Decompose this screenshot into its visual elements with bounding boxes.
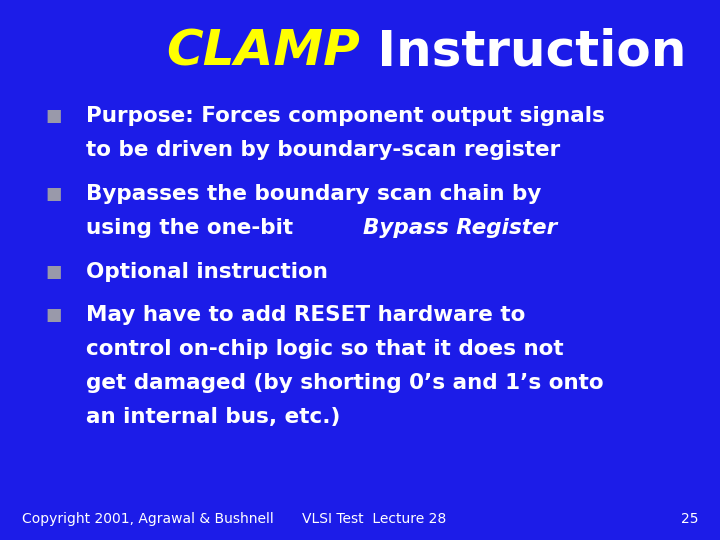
Text: Purpose: Forces component output signals: Purpose: Forces component output signals: [86, 106, 606, 126]
Text: Optional instruction: Optional instruction: [86, 261, 328, 282]
Text: Bypass Register: Bypass Register: [364, 218, 557, 238]
Text: Copyright 2001, Agrawal & Bushnell: Copyright 2001, Agrawal & Bushnell: [22, 512, 274, 526]
Text: ■: ■: [46, 306, 62, 325]
Text: ■: ■: [46, 107, 62, 125]
Text: to be driven by boundary-scan register: to be driven by boundary-scan register: [86, 140, 561, 160]
Text: get damaged (by shorting 0’s and 1’s onto: get damaged (by shorting 0’s and 1’s ont…: [86, 373, 604, 394]
Text: ■: ■: [46, 185, 62, 203]
Text: Bypasses the boundary scan chain by: Bypasses the boundary scan chain by: [86, 184, 541, 204]
Text: an internal bus, etc.): an internal bus, etc.): [86, 407, 341, 428]
Text: May have to add RESET hardware to: May have to add RESET hardware to: [86, 305, 526, 326]
Text: ■: ■: [46, 262, 62, 281]
Text: control on-chip logic so that it does not: control on-chip logic so that it does no…: [86, 339, 564, 360]
Text: CLAMP: CLAMP: [166, 28, 360, 75]
Text: Instruction: Instruction: [360, 28, 686, 75]
Text: using the one-bit: using the one-bit: [86, 218, 301, 238]
Text: VLSI Test  Lecture 28: VLSI Test Lecture 28: [302, 512, 446, 526]
Text: 25: 25: [681, 512, 698, 526]
